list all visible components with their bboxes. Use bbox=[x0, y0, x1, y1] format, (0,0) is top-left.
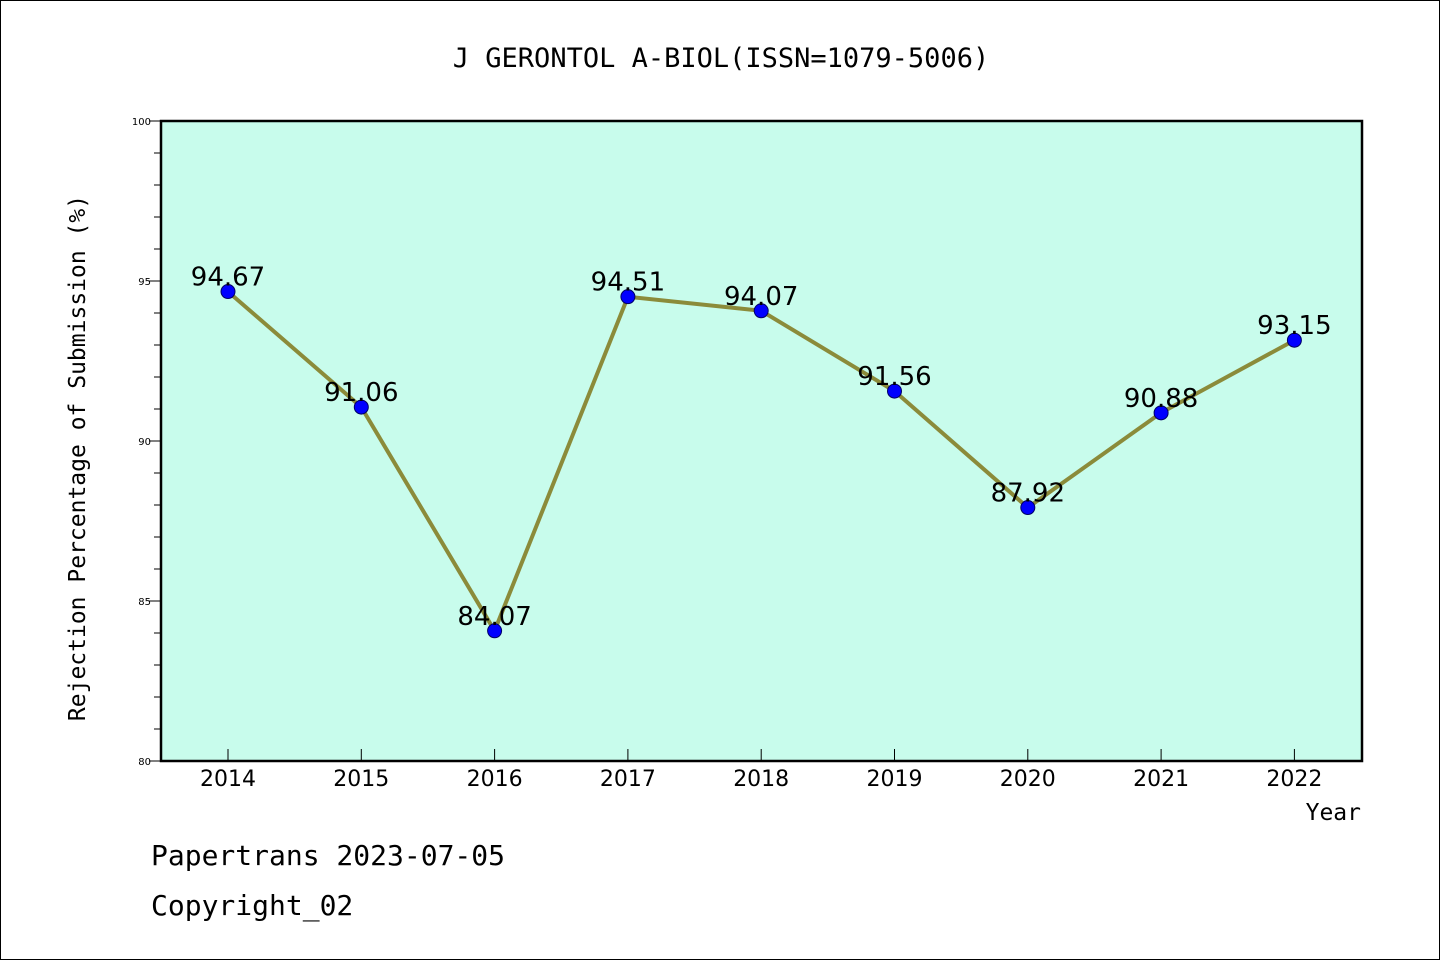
y-tick-label: 100 bbox=[132, 117, 151, 128]
data-label: 91.06 bbox=[324, 378, 398, 408]
x-tick-label: 2018 bbox=[733, 767, 789, 792]
data-label: 93.15 bbox=[1257, 311, 1331, 341]
y-axis-label: Rejection Percentage of Submission (%) bbox=[65, 195, 91, 721]
data-label: 84.07 bbox=[457, 602, 531, 632]
y-axis: 80 85 90 95 100 bbox=[132, 117, 161, 768]
data-point bbox=[620, 289, 636, 305]
chart-title: J GERONTOL A-BIOL(ISSN=1079-5006) bbox=[453, 43, 989, 74]
plot-area bbox=[161, 121, 1362, 761]
data-label: 94.51 bbox=[591, 268, 665, 298]
plot-border bbox=[159, 119, 1364, 763]
x-tick-label: 2014 bbox=[200, 767, 256, 792]
x-tick-label: 2016 bbox=[467, 767, 523, 792]
x-tick-label: 2015 bbox=[333, 767, 389, 792]
data-point bbox=[353, 399, 369, 415]
footer-date: Papertrans 2023-07-05 bbox=[151, 839, 505, 872]
data-label: 90.88 bbox=[1124, 384, 1198, 414]
x-axis: 2014 2015 2016 2017 2018 2019 2020 2021 2022 bbox=[200, 749, 1322, 792]
x-tick-label: 2022 bbox=[1266, 767, 1322, 792]
y-tick-label: 85 bbox=[138, 597, 151, 608]
data-point bbox=[487, 623, 503, 639]
data-point bbox=[1020, 500, 1036, 516]
data-point bbox=[220, 284, 236, 300]
data-labels: 94.67 91.06 84.07 94.51 94.07 91.56 87.92 90.88… bbox=[191, 263, 1332, 632]
x-tick-label: 2020 bbox=[1000, 767, 1056, 792]
data-label: 94.67 bbox=[191, 263, 265, 293]
data-point bbox=[753, 303, 769, 319]
x-tick-label: 2021 bbox=[1133, 767, 1189, 792]
x-tick-label: 2017 bbox=[600, 767, 656, 792]
footer-copyright: Copyright_02 bbox=[151, 889, 353, 923]
y-tick-label: 95 bbox=[138, 277, 151, 288]
y-tick-label: 90 bbox=[138, 437, 151, 448]
data-point bbox=[1286, 332, 1302, 348]
data-label: 87.92 bbox=[991, 479, 1065, 509]
data-label: 91.56 bbox=[857, 362, 931, 392]
data-label: 94.07 bbox=[724, 282, 798, 312]
x-axis-label: Year bbox=[1306, 800, 1361, 826]
data-point bbox=[887, 383, 902, 399]
data-point bbox=[1153, 405, 1169, 421]
series-group bbox=[220, 284, 1302, 639]
x-tick-label: 2019 bbox=[867, 767, 923, 792]
y-tick-label: 80 bbox=[138, 757, 151, 768]
